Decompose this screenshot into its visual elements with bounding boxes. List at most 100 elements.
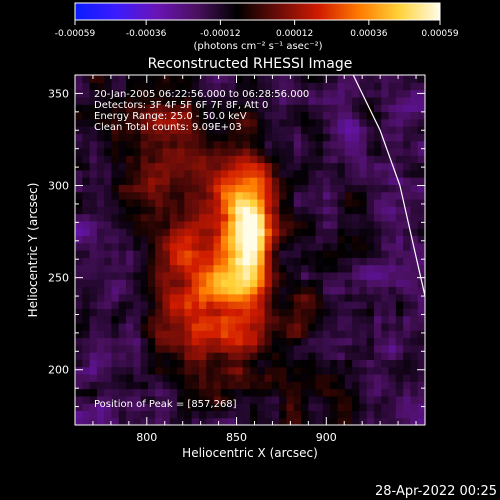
heatmap-cell [271,359,280,368]
heatmap-cell [250,228,258,237]
heatmap-cell [213,301,222,309]
heatmap-cell [271,162,280,171]
heatmap-cell [75,140,83,149]
heatmap-cell [147,111,156,120]
heatmap-cell [169,89,178,98]
heatmap-cell [75,213,83,222]
heatmap-cell [381,220,390,229]
colorbar-tick-label: -0.00059 [55,29,96,39]
heatmap-cell [198,235,207,244]
heatmap-cell [301,257,309,266]
heatmap-cell [279,206,288,215]
heatmap-cell [96,162,105,171]
heatmap-cell [162,344,171,353]
heatmap-cell [242,359,251,368]
heatmap-cell [264,301,273,309]
heatmap-cell [395,403,404,412]
heatmap-cell [162,315,171,324]
heatmap-cell [111,286,120,295]
heatmap-cell [235,250,244,258]
heatmap-cell [228,140,237,149]
heatmap-cell [344,96,353,105]
heatmap-cell [228,395,237,404]
heatmap-cell [242,169,251,178]
heatmap-cell [359,75,368,83]
heatmap-cell [147,162,156,171]
heatmap-cell [381,82,390,91]
heatmap-cell [315,162,324,171]
plot-frame [74,74,426,426]
heatmap-cell [403,395,412,404]
heatmap-cell [169,235,178,244]
heatmap-cell [366,301,375,309]
heatmap-cell [337,293,346,302]
heatmap-cell [162,155,171,164]
heatmap-cell [155,366,164,375]
heatmap-cell [198,279,207,288]
heatmap-cell [271,417,280,425]
heatmap-cell [403,111,412,120]
heatmap-cell [162,82,171,91]
heatmap-cell [89,184,98,193]
heatmap-cell [395,286,404,295]
heatmap-cell [250,235,258,244]
heatmap-cell [403,82,412,91]
heatmap-cell [388,366,397,375]
heatmap-cell [126,126,134,134]
heatmap-cell [169,82,178,91]
heatmap-cell [359,417,368,425]
heatmap-cell [75,250,83,258]
heatmap-cell [75,381,83,390]
heatmap-cell [111,213,120,222]
heatmap-cell [162,147,171,156]
heatmap-cell [104,403,113,412]
heatmap-cell [337,133,346,142]
heatmap-cell [366,177,375,185]
heatmap-cell [82,89,91,98]
heatmap-cell [322,301,331,309]
heatmap-cell [286,191,295,200]
heatmap-cell [213,417,222,425]
heatmap-cell [250,417,258,425]
heatmap-cell [104,111,113,120]
heatmap-cell [75,169,83,178]
heatmap-cell [286,293,295,302]
heatmap-cell [242,381,251,390]
heatmap-cell [271,330,280,339]
heatmap-cell [133,366,142,375]
heatmap-cell [388,315,397,324]
heatmap-cell [381,126,390,134]
heatmap-cell [82,373,91,382]
heatmap-cell [220,250,229,258]
heatmap-cell [235,235,244,244]
heatmap-cell [191,235,200,244]
heatmap-cell [403,250,412,258]
heatmap-cell [177,177,185,185]
heatmap-cell [308,220,317,229]
heatmap-cell [286,403,295,412]
heatmap-cell [315,403,324,412]
heatmap-cell [220,169,229,178]
heatmap-cell [359,250,368,258]
heatmap-cell [286,126,295,134]
heatmap-cell [330,315,339,324]
heatmap-cell [213,366,222,375]
heatmap-cell [271,82,280,91]
heatmap-cell [359,352,368,360]
heatmap-cell [359,220,368,229]
heatmap-cell [359,118,368,127]
heatmap-cell [213,344,222,353]
heatmap-cell [162,220,171,229]
heatmap-cell [337,257,346,266]
heatmap-cell [293,344,302,353]
heatmap-cell [82,417,91,425]
heatmap-cell [228,403,237,412]
heatmap-cell [293,417,302,425]
heatmap-cell [403,366,412,375]
heatmap-cell [133,198,142,207]
heatmap-cell [315,191,324,200]
heatmap-cell [286,366,295,375]
heatmap-cell [279,352,288,360]
heatmap-cell [191,126,200,134]
heatmap-cell [198,250,207,258]
